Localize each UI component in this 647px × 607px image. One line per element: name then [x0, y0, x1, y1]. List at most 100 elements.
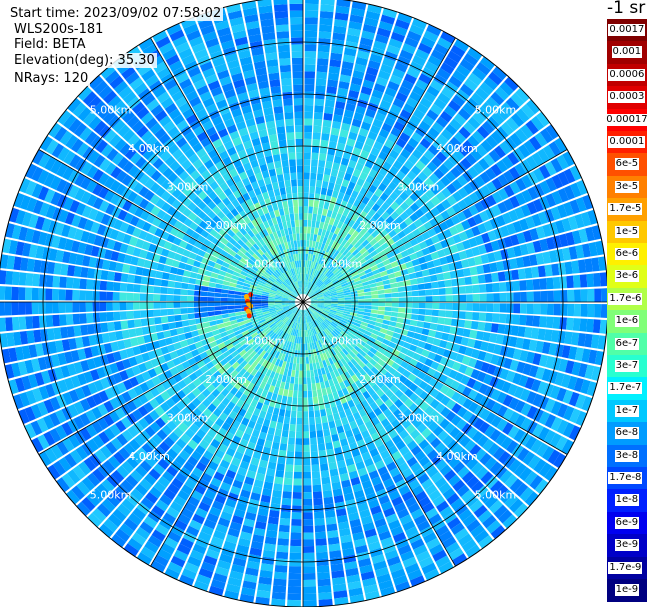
ray-gate: [275, 24, 289, 33]
ray-gate: [333, 412, 341, 421]
ray-gate: [439, 256, 448, 265]
ray-gate: [37, 356, 48, 371]
ray-gate: [558, 233, 569, 248]
ray-gate: [212, 370, 222, 380]
ray-gate: [225, 498, 237, 509]
ray-gate: [27, 373, 39, 389]
ray-gate: [282, 166, 290, 174]
ray-gate: [227, 290, 236, 295]
ray-gate: [204, 466, 216, 477]
ray-gate: [241, 177, 251, 187]
ray-gate: [245, 396, 253, 405]
ray-gate: [291, 57, 303, 65]
ray-gate: [201, 338, 210, 346]
ray-gate: [327, 393, 334, 402]
ray-gate: [155, 198, 166, 209]
ray-gate: [129, 152, 142, 165]
ray-gate: [201, 495, 214, 506]
ray-gate: [285, 288, 292, 294]
ray-gate: [246, 505, 258, 515]
ray-gate: [508, 397, 520, 410]
ray-gate: [315, 531, 327, 540]
ray-gate: [322, 290, 330, 295]
ray-gate: [409, 212, 419, 222]
ray-gate: [390, 525, 404, 537]
ray-gate: [232, 30, 247, 40]
ray-gate: [149, 387, 160, 398]
ray-gate: [346, 414, 355, 423]
ray-gate: [269, 79, 281, 88]
ray-gate: [372, 354, 381, 363]
ray-gate: [335, 285, 342, 290]
ray-gate: [76, 481, 91, 496]
ray-gate: [572, 274, 581, 288]
ray-gate: [211, 455, 222, 465]
ray-gate: [324, 297, 332, 300]
ray-gate: [507, 425, 520, 439]
ray-gate: [307, 390, 313, 398]
ray-gate: [145, 117, 158, 130]
ray-gate: [480, 471, 494, 485]
ray-gate: [310, 451, 319, 459]
ray-gate: [312, 362, 317, 370]
ray-gate: [400, 347, 409, 355]
ray-gate: [404, 36, 419, 49]
ray-gate: [353, 277, 361, 283]
ray-gate: [388, 403, 398, 414]
ray-gate: [2, 238, 12, 254]
ray-gate: [270, 503, 281, 512]
ray-gate: [320, 409, 327, 417]
ray-gate: [13, 192, 25, 208]
ray-gate: [104, 162, 117, 175]
ray-gate: [575, 410, 587, 427]
ray-gate: [264, 440, 273, 449]
ray-gate: [431, 288, 440, 296]
ray-gate: [284, 271, 289, 279]
ray-gate: [271, 147, 280, 156]
ray-gate: [229, 336, 238, 343]
ray-gate: [79, 302, 86, 313]
ray-gate: [243, 333, 251, 340]
ray-gate: [325, 516, 337, 525]
ray-gate: [326, 326, 333, 334]
ray-gate: [301, 309, 303, 317]
ray-gate: [567, 215, 579, 231]
ray-gate: [184, 264, 193, 272]
ray-gate: [195, 507, 208, 519]
ray-gate: [409, 238, 419, 247]
ray-gate: [229, 378, 238, 387]
ray-gate: [317, 340, 323, 348]
ray-gate: [424, 210, 435, 221]
ray-gate: [106, 311, 114, 322]
ray-gate: [123, 254, 133, 265]
ray-gate: [127, 425, 139, 438]
ray-gate: [129, 77, 144, 91]
ray-gate: [286, 319, 292, 326]
ray-gate: [388, 353, 398, 362]
ray-gate: [82, 255, 91, 267]
ray-gate: [476, 371, 487, 383]
ray-gate: [231, 23, 246, 33]
ray-gate: [252, 534, 265, 543]
ray-gate: [183, 461, 195, 473]
ray-gate: [293, 478, 302, 486]
ray-gate: [131, 365, 142, 376]
ray-gate: [380, 254, 389, 262]
ray-gate: [457, 187, 469, 199]
ray-gate: [107, 95, 122, 109]
ray-gate: [304, 30, 318, 38]
ray-gate: [301, 330, 303, 337]
ray-gate: [562, 422, 575, 438]
ray-gate: [305, 309, 308, 317]
ray-gate: [33, 329, 42, 343]
ray-gate: [331, 240, 338, 249]
ray-gate: [118, 85, 133, 100]
ray-gate: [135, 156, 147, 169]
ray-gate: [133, 319, 142, 328]
ray-gate: [252, 353, 260, 361]
ray-gate: [220, 511, 233, 521]
ray-gate: [406, 170, 417, 181]
ray-gate: [303, 384, 308, 391]
ray-gate: [392, 143, 403, 154]
ray-gate: [337, 343, 345, 351]
